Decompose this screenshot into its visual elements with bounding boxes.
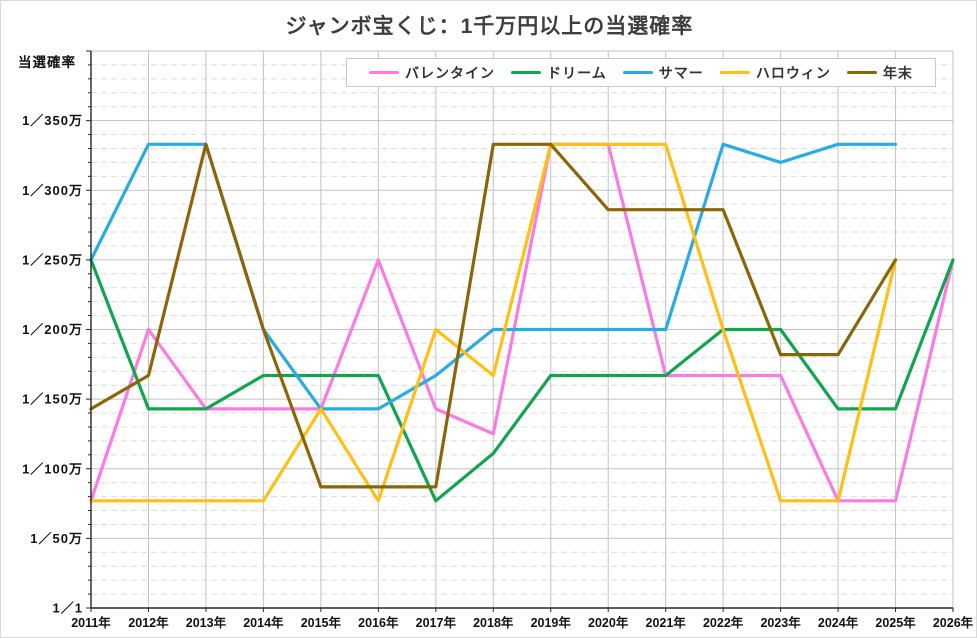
legend-item-yearend: 年末: [846, 63, 913, 83]
legend-label-valentine: バレンタイン: [405, 64, 496, 81]
y-axis-title: 当選確率: [18, 55, 76, 70]
legend: バレンタイン ドリーム サマー ハロウィン 年末: [346, 58, 936, 87]
x-tick-label: 2022年: [703, 615, 744, 630]
x-tick-label: 2026年: [933, 615, 974, 630]
x-tick-label: 2017年: [416, 615, 457, 630]
y-tick-label: 1／1: [53, 601, 83, 616]
y-tick-label: 1／300万: [22, 183, 83, 198]
y-tick-label: 1／350万: [22, 113, 83, 128]
x-tick-label: 2013年: [186, 615, 227, 630]
legend-swatch-valentine-icon: [369, 70, 400, 75]
legend-label-yearend: 年末: [882, 64, 913, 81]
y-tick-label: 1／150万: [22, 392, 83, 407]
x-tick-label: 2025年: [875, 615, 916, 630]
legend-item-dream: ドリーム: [511, 63, 607, 83]
x-tick-label: 2018年: [473, 615, 514, 630]
legend-label-halloween: ハロウィン: [755, 64, 831, 81]
major-gridlines: [91, 50, 953, 539]
x-tick-label: 2016年: [358, 615, 399, 630]
y-tick-label: 1／250万: [22, 252, 83, 267]
legend-swatch-yearend-icon: [846, 70, 877, 75]
x-tick-label: 2024年: [818, 615, 859, 630]
axes: [86, 50, 954, 612]
y-tick-label: 1／50万: [30, 531, 83, 546]
x-tick-label: 2015年: [301, 615, 342, 630]
y-tick-label: 1／200万: [22, 322, 83, 337]
x-tick-label: 2023年: [760, 615, 801, 630]
x-tick-label: 2014年: [243, 615, 284, 630]
y-axis-labels: 1／1 1／50万 1／100万 1／150万 1／200万 1／250万 1／300万 1／…: [22, 113, 83, 616]
legend-swatch-summer-icon: [622, 70, 653, 75]
legend-swatch-halloween-icon: [719, 70, 750, 75]
x-tick-label: 2011年: [71, 615, 111, 630]
x-tick-label: 2020年: [588, 615, 629, 630]
chart-title: ジャンボ宝くじ：1千万円以上の当選確率: [285, 15, 694, 38]
series-line-yearend: [89, 142, 898, 489]
series-line-dream: [89, 258, 955, 503]
y-tick-label: 1／100万: [22, 461, 83, 476]
x-tick-label: 2021年: [646, 615, 687, 630]
legend-label-summer: サマー: [658, 64, 704, 81]
series-line-halloween: [89, 142, 898, 503]
legend-item-valentine: バレンタイン: [369, 63, 495, 83]
legend-label-dream: ドリーム: [547, 64, 607, 81]
x-tick-label: 2019年: [531, 615, 572, 630]
series-line-valentine: [89, 142, 955, 503]
legend-item-halloween: ハロウィン: [719, 63, 831, 83]
legend-item-summer: サマー: [622, 63, 704, 83]
legend-swatch-dream-icon: [511, 70, 542, 75]
x-axis-labels: 2011年 2012年 2013年 2014年 2015年 2016年 2017年 2018年…: [71, 615, 973, 630]
x-tick-label: 2012年: [128, 615, 169, 630]
